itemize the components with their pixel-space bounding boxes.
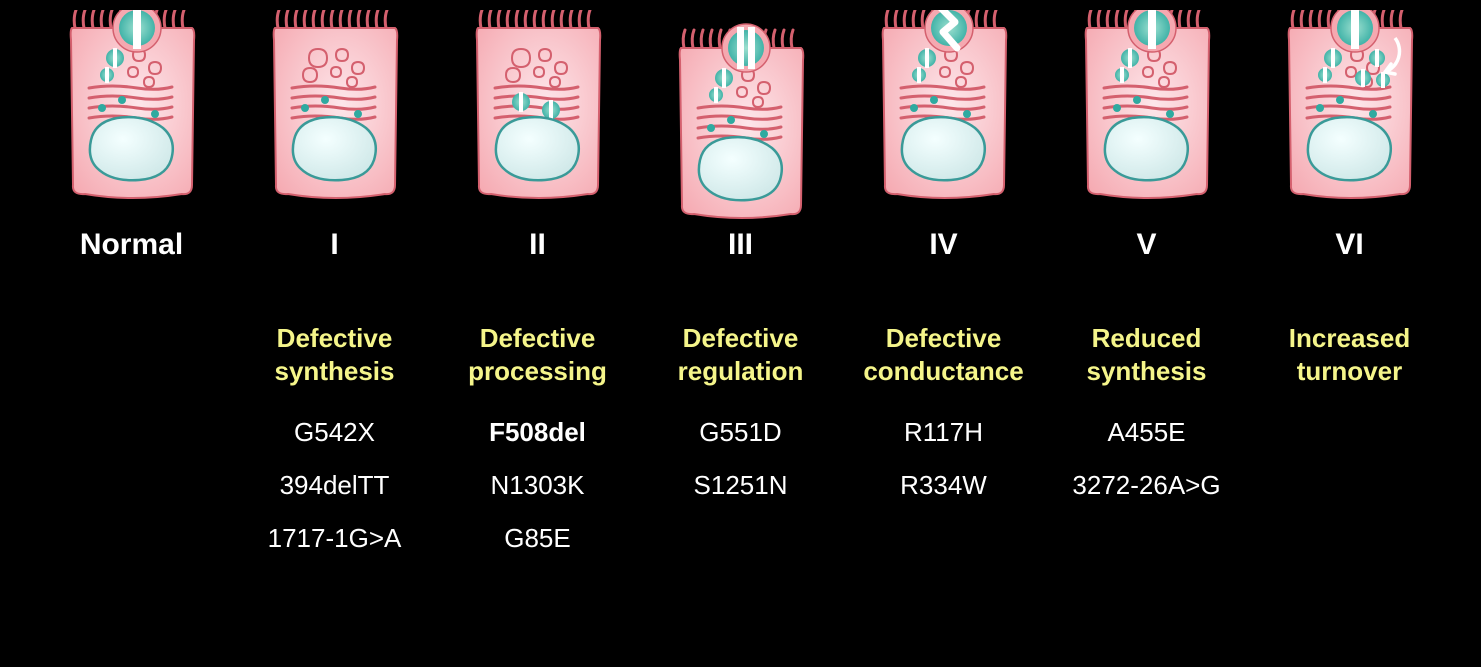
- mutation: G551D: [699, 417, 781, 448]
- defect-label: Defective regulation: [678, 322, 804, 387]
- class-label: IV: [929, 228, 957, 262]
- mutation-list: F508del N1303K G85E: [489, 417, 586, 554]
- mutation: G85E: [504, 523, 571, 554]
- cell-diagram: [270, 10, 400, 200]
- mutation: 1717-1G>A: [268, 523, 402, 554]
- mutation-list: A455E 3272-26A>G: [1072, 417, 1220, 501]
- class-label: I: [330, 228, 338, 262]
- mutation-list: R117H R334W: [900, 417, 987, 501]
- mutation: 3272-26A>G: [1072, 470, 1220, 501]
- class-label: III: [728, 228, 753, 262]
- mutation: R334W: [900, 470, 987, 501]
- column-IV: IV Defective conductance R117H R334W: [842, 10, 1045, 554]
- mutation: 394delTT: [280, 470, 390, 501]
- class-label: V: [1136, 228, 1156, 262]
- mutation: F508del: [489, 417, 586, 448]
- defect-label: Increased turnover: [1289, 322, 1410, 387]
- class-label: II: [529, 228, 546, 262]
- class-label: Normal: [80, 228, 183, 262]
- defect-label: Reduced synthesis: [1087, 322, 1207, 387]
- defect-label: Defective conductance: [863, 322, 1023, 387]
- column-V: V Reduced synthesis A455E 3272-26A>G: [1045, 10, 1248, 554]
- cell-diagram: [1082, 10, 1212, 200]
- defect-label: Defective synthesis: [275, 322, 395, 387]
- mutation: G542X: [294, 417, 375, 448]
- mutation: R117H: [904, 417, 983, 448]
- cell-diagram: [1285, 10, 1415, 200]
- cell-diagram: [676, 10, 806, 220]
- defect-label: Defective processing: [468, 322, 607, 387]
- cell-diagram: [473, 10, 603, 200]
- mutation: N1303K: [491, 470, 585, 501]
- cell-diagram: [879, 10, 1009, 200]
- class-label: VI: [1335, 228, 1363, 262]
- column-Normal: Normal: [30, 10, 233, 554]
- mutation: S1251N: [694, 470, 788, 501]
- column-VI: VI Increased turnover: [1248, 10, 1451, 554]
- column-III: III Defective regulation G551D S1251N: [639, 10, 842, 554]
- mutation-list: G551D S1251N: [694, 417, 788, 501]
- mutation: A455E: [1107, 417, 1185, 448]
- column-I: I Defective synthesis G542X 394delTT 1717-1G…: [233, 10, 436, 554]
- cell-diagram: [67, 10, 197, 200]
- mutation-list: G542X 394delTT 1717-1G>A: [268, 417, 402, 554]
- column-II: II Defective processing F508del N1303K G85E: [436, 10, 639, 554]
